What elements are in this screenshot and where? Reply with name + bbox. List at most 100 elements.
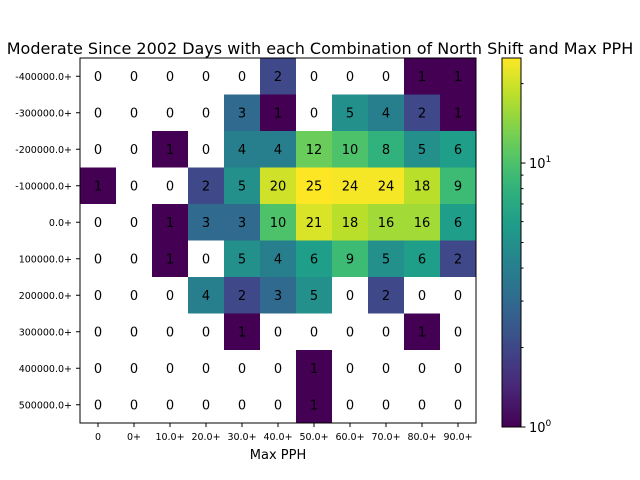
heatmap-cell — [440, 313, 477, 351]
cell-value-label: 16 — [378, 216, 395, 231]
cell-value-label: 2 — [274, 70, 282, 85]
cell-value-label: 0 — [130, 325, 138, 340]
cell-value-label: 1 — [274, 106, 282, 121]
heatmap-cell — [404, 204, 441, 241]
cell-value-label: 1 — [166, 216, 174, 231]
heatmap-cell — [404, 313, 441, 351]
heatmap-cell — [152, 350, 189, 387]
heatmap-cell — [440, 386, 477, 424]
heatmap-cell — [152, 131, 189, 168]
colorbar-tick-label: 100 — [529, 419, 552, 436]
x-tick-label: 10.0+ — [155, 432, 184, 443]
cell-value-label: 0 — [130, 252, 138, 267]
cell-value-label: 5 — [238, 179, 246, 194]
heatmap-cell — [260, 204, 297, 241]
heatmap-cell — [368, 167, 405, 205]
heatmap-cell — [188, 94, 225, 132]
x-axis-ticks: 0 0+ 10.0+ 20.0+ 30.0+ 40.0+ 50.0+ 60.0+ 70.0+ 80… — [95, 423, 473, 443]
cell-value-label: 0 — [94, 106, 102, 121]
cell-value-label: 3 — [274, 289, 282, 304]
cell-value-label: 0 — [346, 70, 354, 85]
cell-value-label: 0 — [274, 398, 282, 413]
heatmap-cell — [80, 277, 117, 314]
cell-value-label: 25 — [306, 179, 323, 194]
heatmap-cell — [260, 240, 297, 278]
cell-value-label: 0 — [454, 362, 462, 377]
cell-value-label: 5 — [418, 143, 426, 158]
heatmap-cell — [404, 167, 441, 205]
cell-value-label: 0 — [202, 106, 210, 121]
cell-value-label: 6 — [418, 252, 426, 267]
x-tick-label: 60.0+ — [335, 432, 364, 443]
heatmap-cell — [116, 58, 153, 95]
heatmap-cell — [152, 277, 189, 314]
cell-value-label: 5 — [382, 252, 390, 267]
heatmap-cell — [152, 167, 189, 205]
cell-value-label: 0 — [454, 325, 462, 340]
x-tick-label: 0+ — [127, 432, 141, 443]
cell-value-label: 1 — [310, 398, 318, 413]
heatmap-cell — [332, 58, 369, 95]
cell-value-label: 0 — [166, 398, 174, 413]
cell-value-label: 1 — [454, 106, 462, 121]
cell-value-label: 0 — [166, 70, 174, 85]
cell-value-label: 1 — [454, 70, 462, 85]
heatmap-cell — [368, 313, 405, 351]
cell-value-label: 4 — [202, 289, 210, 304]
cell-value-label: 0 — [130, 179, 138, 194]
heatmap-cell — [296, 240, 333, 278]
cell-value-label: 0 — [94, 252, 102, 267]
heatmap-cell — [404, 94, 441, 132]
cell-value-label: 4 — [238, 143, 246, 158]
heatmap-cell — [188, 131, 225, 168]
cell-value-label: 3 — [238, 106, 246, 121]
heatmap-cell — [296, 386, 333, 424]
heatmap-cell — [116, 386, 153, 424]
heatmap-cell — [260, 386, 297, 424]
y-tick-label: -200000.0+ — [15, 145, 72, 156]
x-axis-label: Max PPH — [250, 448, 306, 463]
cell-value-label: 2 — [238, 289, 246, 304]
cell-value-label: 0 — [238, 70, 246, 85]
cell-value-label: 0 — [202, 252, 210, 267]
cell-value-label: 0 — [238, 362, 246, 377]
heatmap-cell — [296, 204, 333, 241]
heatmap-cell — [116, 277, 153, 314]
heatmap-cell — [440, 204, 477, 241]
heatmap-cell — [332, 386, 369, 424]
heatmap-cell — [404, 386, 441, 424]
cell-value-label: 0 — [346, 289, 354, 304]
cell-value-label: 2 — [418, 106, 426, 121]
cell-value-label: 24 — [342, 179, 359, 194]
heatmap-cell — [296, 131, 333, 168]
cell-value-label: 0 — [94, 398, 102, 413]
x-tick-label: 70.0+ — [371, 432, 400, 443]
heatmap-cell — [80, 240, 117, 278]
heatmap-cell — [116, 94, 153, 132]
cell-value-label: 0 — [166, 325, 174, 340]
cell-value-label: 1 — [166, 252, 174, 267]
cell-value-label: 0 — [130, 398, 138, 413]
cell-value-label: 0 — [202, 143, 210, 158]
heatmap-cell — [80, 94, 117, 132]
cell-value-label: 0 — [130, 70, 138, 85]
colorbar-tick-label: 101 — [529, 155, 551, 172]
cell-value-label: 0 — [454, 398, 462, 413]
heatmap-cell — [440, 58, 477, 95]
cell-value-label: 16 — [414, 216, 431, 231]
y-tick-label: 500000.0+ — [19, 400, 72, 411]
cell-value-label: 5 — [310, 289, 318, 304]
heatmap-cell — [224, 204, 261, 241]
heatmap-cell — [296, 313, 333, 351]
y-tick-label: -300000.0+ — [15, 108, 72, 119]
heatmap-cell — [368, 240, 405, 278]
heatmap-cell — [260, 131, 297, 168]
cell-value-label: 0 — [382, 362, 390, 377]
cell-value-label: 0 — [166, 362, 174, 377]
heatmap-cell — [440, 350, 477, 387]
x-tick-label: 90.0+ — [443, 432, 472, 443]
cell-value-label: 2 — [202, 179, 210, 194]
heatmap-cell — [116, 204, 153, 241]
cell-value-label: 0 — [382, 70, 390, 85]
heatmap-cell — [224, 240, 261, 278]
